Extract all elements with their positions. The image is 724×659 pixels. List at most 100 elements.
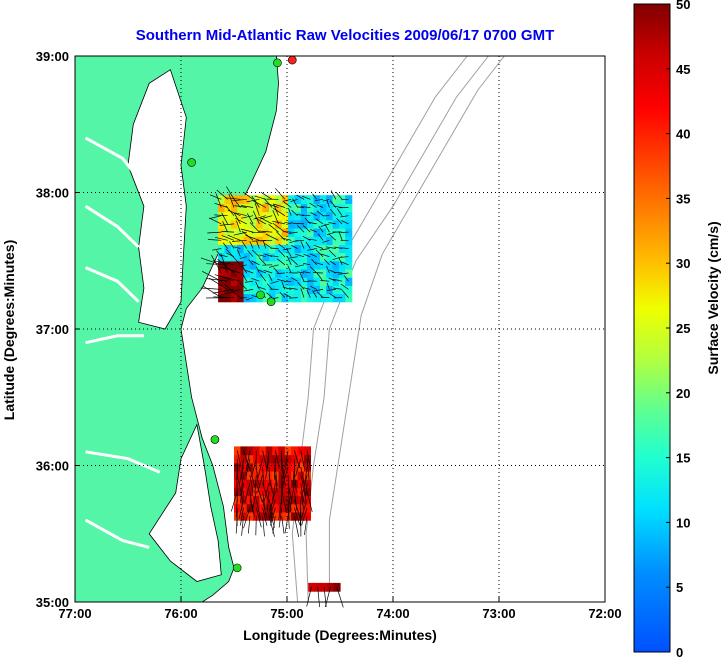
velocity-vector: [320, 280, 330, 282]
velocity-vector: [251, 260, 260, 266]
velocity-vector: [219, 289, 241, 296]
velocity-cell: [243, 260, 251, 270]
velocity-cell: [313, 285, 321, 295]
velocity-cell: [332, 260, 340, 270]
velocity-cell: [288, 219, 296, 229]
velocity-cell: [300, 252, 308, 262]
velocity-cell: [275, 277, 283, 286]
velocity-vector: [316, 204, 324, 208]
velocity-cell: [224, 211, 232, 221]
velocity-cell: [307, 228, 315, 237]
velocity-vector: [300, 450, 305, 470]
velocity-vector: [310, 285, 317, 290]
velocity-vector: [340, 247, 349, 249]
velocity-cell: [300, 211, 308, 221]
velocity-cell: [218, 244, 226, 254]
velocity-cell: [224, 195, 232, 204]
velocity-vector: [284, 221, 292, 225]
velocity-vector: [268, 224, 279, 233]
velocity-cell: [326, 195, 334, 204]
velocity-cell: [294, 260, 302, 270]
velocity-cell: [237, 219, 245, 229]
velocity-vector: [209, 215, 222, 219]
radar-station: [232, 563, 242, 573]
velocity-vector: [286, 249, 292, 257]
velocity-vector: [315, 262, 324, 266]
velocity-cell: [288, 203, 296, 213]
velocity-vector: [273, 267, 279, 274]
velocity-cell: [307, 211, 315, 221]
velocity-vector: [310, 212, 317, 217]
velocity-vector: [328, 222, 336, 225]
velocity-cell: [294, 211, 302, 221]
velocity-cell: [240, 462, 248, 472]
velocity-cell: [230, 268, 238, 278]
velocity-vector: [300, 466, 305, 484]
colorbar-tick-label: 35: [676, 191, 690, 206]
velocity-vector: [303, 287, 311, 290]
velocity-vector: [311, 259, 317, 266]
colorbar-tick-label: 50: [676, 0, 690, 12]
velocity-cell: [308, 582, 316, 592]
velocity-vector: [303, 263, 311, 266]
velocity-cell: [338, 293, 346, 303]
velocity-vector: [234, 205, 247, 208]
velocity-cell: [304, 511, 311, 521]
velocity-cell: [288, 252, 296, 262]
velocity-vector: [219, 223, 235, 226]
velocity-vector: [259, 215, 273, 220]
velocity-cell: [275, 260, 283, 270]
velocity-vector: [300, 491, 305, 510]
velocity-vector: [281, 515, 285, 534]
velocity-vector: [259, 273, 267, 282]
velocity-vector: [262, 515, 265, 537]
velocity-cell: [304, 479, 311, 488]
velocity-vector: [290, 222, 298, 225]
velocity-cell: [230, 236, 238, 245]
velocity-cell: [307, 285, 315, 295]
velocity-vector: [340, 261, 349, 266]
velocity-cell: [313, 195, 321, 204]
velocity-cell: [230, 277, 238, 286]
velocity-vector: [233, 212, 241, 225]
velocity-cell: [243, 211, 251, 221]
velocity-vector: [294, 499, 301, 520]
velocity-cell: [262, 219, 270, 229]
velocity-cell: [218, 260, 226, 270]
velocity-cell: [332, 195, 340, 204]
velocity-vector: [307, 221, 317, 225]
colorbar-tick-label: 0: [676, 645, 683, 659]
velocity-vector: [333, 272, 343, 274]
velocity-vector: [244, 280, 254, 283]
velocity-vector: [251, 249, 260, 257]
velocity-cell: [345, 268, 353, 278]
velocity-vector: [242, 266, 247, 274]
velocity-cell: [281, 244, 289, 254]
velocity-cell: [224, 244, 232, 254]
velocity-cell: [253, 454, 261, 464]
velocity-vector: [270, 280, 279, 284]
velocity-vector: [243, 450, 251, 472]
velocity-cell: [313, 211, 321, 221]
velocity-cell: [304, 471, 311, 480]
velocity-cell: [237, 211, 245, 221]
velocity-cell: [230, 285, 238, 295]
velocity-vector: [241, 515, 244, 536]
velocity-vector: [318, 225, 324, 233]
velocity-cell: [256, 285, 264, 295]
velocity-cell: [307, 195, 315, 204]
velocity-cell: [218, 228, 226, 237]
velocity-vector: [328, 233, 337, 241]
velocity-cell: [313, 236, 321, 245]
velocity-cell: [307, 260, 315, 270]
velocity-cell: [243, 195, 251, 204]
velocity-cell: [319, 268, 327, 278]
colorbar-tick-label: 10: [676, 515, 690, 530]
colorbar-scale: [633, 3, 671, 653]
velocity-cell: [319, 203, 327, 213]
velocity-vector: [219, 254, 228, 258]
velocity-vector: [241, 273, 248, 282]
velocity-vector: [301, 499, 308, 519]
velocity-vector: [290, 258, 298, 266]
velocity-cell: [249, 268, 257, 278]
